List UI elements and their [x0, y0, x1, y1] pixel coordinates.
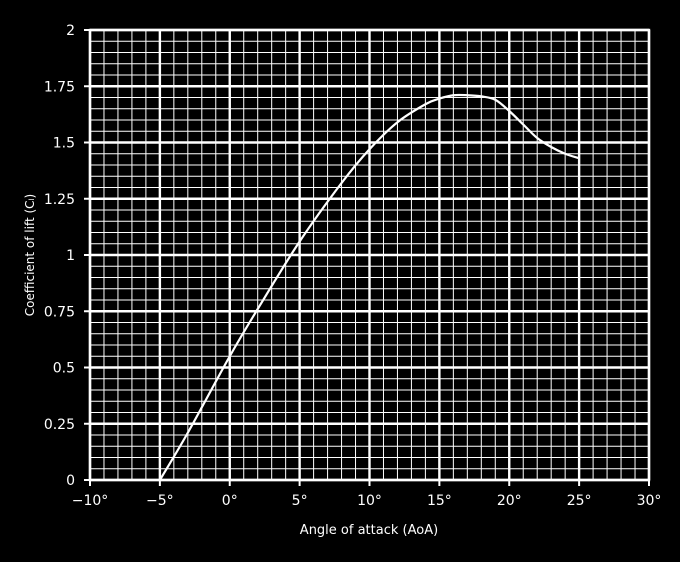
- x-tick-label: 0°: [222, 493, 238, 509]
- series-line: [158, 93, 580, 481]
- x-tick-label: 30°: [637, 493, 662, 509]
- y-tick-label: 0.5: [53, 361, 75, 377]
- y-tick-label: 2: [66, 23, 75, 39]
- y-tick-label: 0: [66, 473, 75, 489]
- x-tick-label: 10°: [357, 493, 382, 509]
- y-tick-label: 1.25: [44, 192, 75, 208]
- y-axis-label: Coefficient of lift (Cₗ): [23, 194, 37, 316]
- x-tick-label: 20°: [497, 493, 522, 509]
- x-tick-label: 25°: [567, 493, 592, 509]
- x-tick-label: −10°: [72, 493, 109, 509]
- y-tick-label: 1: [66, 248, 75, 264]
- x-tick-label: 5°: [292, 493, 308, 509]
- y-tick-label: 0.25: [44, 417, 75, 433]
- x-tick-label: −5°: [146, 493, 174, 509]
- y-tick-label: 1.5: [53, 136, 75, 152]
- y-tick-label: 0.75: [44, 304, 75, 320]
- x-axis-label: Angle of attack (AoA): [300, 523, 438, 538]
- x-tick-label: 15°: [427, 493, 452, 509]
- y-tick-label: 1.75: [44, 79, 75, 95]
